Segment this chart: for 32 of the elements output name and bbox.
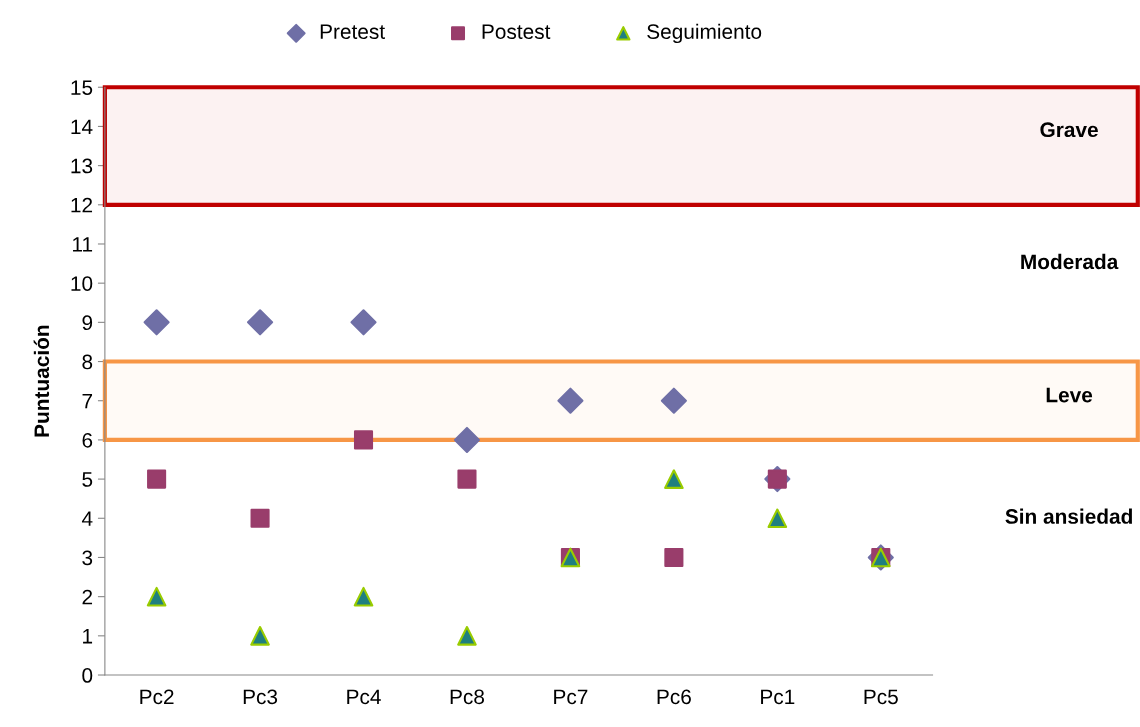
legend-label: Pretest — [320, 24, 385, 39]
y-tick-label: 3 — [82, 550, 93, 566]
y-tick-label: 2 — [82, 589, 93, 605]
band-label: Leve — [1046, 387, 1093, 403]
legend-label: Postest — [482, 24, 551, 39]
x-tick-label: Pc5 — [864, 689, 898, 705]
band-label: Grave — [1040, 122, 1098, 138]
y-tick-label: 11 — [73, 237, 93, 252]
x-tick-label: Pc7 — [554, 689, 588, 705]
text: Sin ansiedad — [1005, 508, 1132, 524]
y-tick-label: 5 — [82, 472, 93, 487]
y-tick-label: 6 — [82, 432, 93, 448]
x-tick-label: Pc4 — [347, 689, 381, 705]
x-tick-label: Pc6 — [657, 689, 691, 705]
x-tick-label: Pc2 — [140, 689, 174, 705]
text: Moderada — [1021, 253, 1119, 270]
y-tick-label: 4 — [81, 511, 93, 526]
y-axis-title: Puntuación — [33, 325, 50, 437]
x-tick-label: Pc1 — [761, 689, 795, 705]
y-tick-label: 10 — [71, 276, 93, 291]
y-tick-label: 9 — [82, 315, 93, 331]
y-tick-label: 12 — [71, 197, 93, 213]
y-tick-label: 15 — [71, 80, 93, 95]
y-tick-label: 7 — [82, 393, 93, 409]
y-tick-label: 13 — [71, 158, 93, 174]
y-tick-label: 8 — [82, 354, 93, 370]
x-tick-label: Pc8 — [450, 689, 485, 705]
x-tick-label: Pc3 — [243, 689, 278, 705]
y-tick-label: 0 — [82, 668, 93, 683]
y-tick-label: 1 — [83, 629, 93, 644]
y-tick-label: 14 — [71, 119, 93, 134]
legend-label: Seguimiento — [647, 23, 762, 44]
